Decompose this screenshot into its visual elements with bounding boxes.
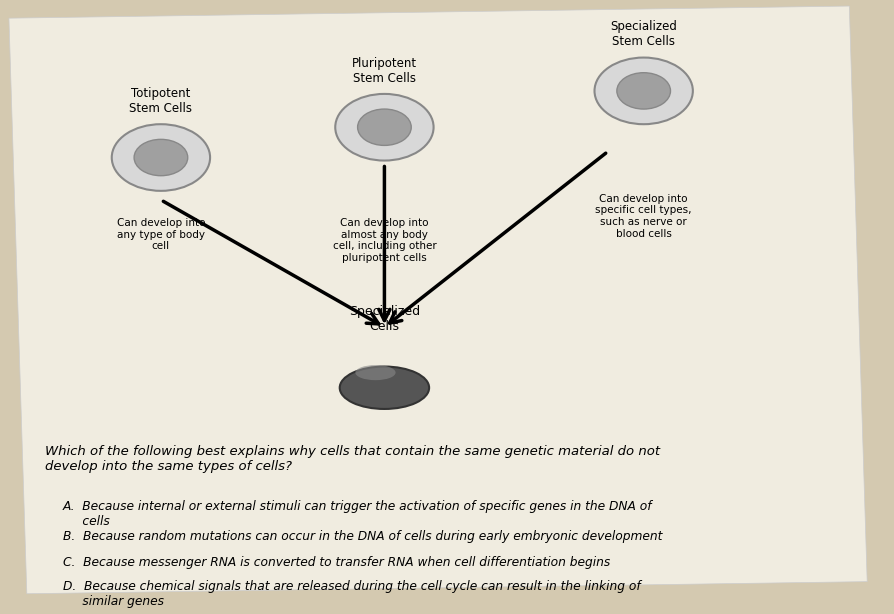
- Text: Totipotent
Stem Cells: Totipotent Stem Cells: [130, 87, 192, 115]
- Circle shape: [134, 139, 188, 176]
- Ellipse shape: [355, 365, 395, 380]
- Circle shape: [617, 72, 670, 109]
- Text: C.  Because messenger RNA is converted to transfer RNA when cell differentiation: C. Because messenger RNA is converted to…: [63, 556, 610, 569]
- Text: Pluripotent
Stem Cells: Pluripotent Stem Cells: [352, 57, 417, 85]
- Text: B.  Because random mutations can occur in the DNA of cells during early embryoni: B. Because random mutations can occur in…: [63, 530, 662, 543]
- Text: A.  Because internal or external stimuli can trigger the activation of specific : A. Because internal or external stimuli …: [63, 500, 653, 528]
- Polygon shape: [9, 6, 867, 594]
- Ellipse shape: [340, 367, 429, 409]
- Text: Can develop into
any type of body
cell: Can develop into any type of body cell: [117, 218, 205, 251]
- Text: Which of the following best explains why cells that contain the same genetic mat: Which of the following best explains why…: [45, 445, 660, 473]
- Text: Specialized
Stem Cells: Specialized Stem Cells: [611, 20, 677, 49]
- Text: D.  Because chemical signals that are released during the cell cycle can result : D. Because chemical signals that are rel…: [63, 580, 640, 608]
- Text: Can develop into
specific cell types,
such as nerve or
blood cells: Can develop into specific cell types, su…: [595, 194, 692, 239]
- Circle shape: [335, 94, 434, 160]
- Text: Specialized
Cells: Specialized Cells: [349, 305, 420, 333]
- Text: Can develop into
almost any body
cell, including other
pluripotent cells: Can develop into almost any body cell, i…: [333, 218, 436, 263]
- Circle shape: [112, 124, 210, 191]
- Circle shape: [595, 58, 693, 124]
- Circle shape: [358, 109, 411, 146]
